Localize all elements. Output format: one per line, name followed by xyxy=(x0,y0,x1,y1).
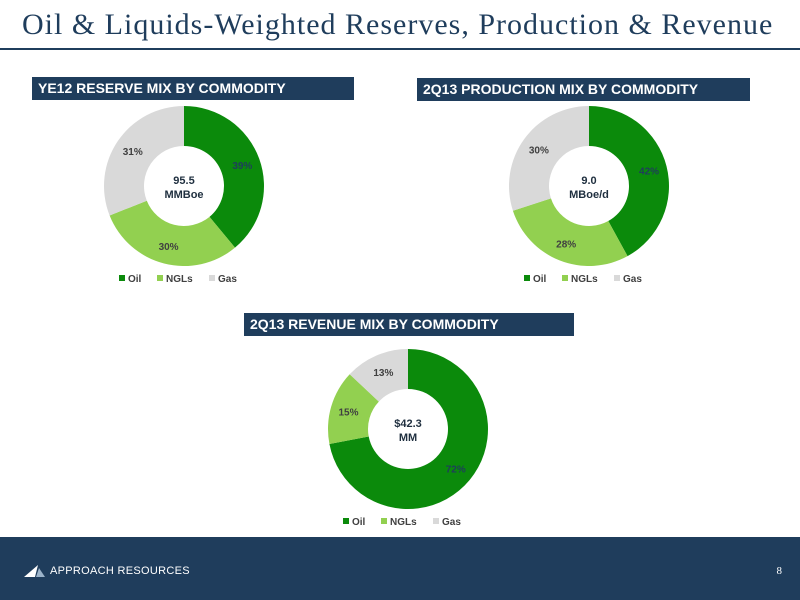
legend-swatch-ngls xyxy=(157,275,163,281)
legend-swatch-gas xyxy=(614,275,620,281)
legend-swatch-gas xyxy=(209,275,215,281)
legend-label-oil: Oil xyxy=(352,517,366,528)
center-label: MBoe/d xyxy=(569,189,609,201)
data-label-ngls: 28% xyxy=(556,240,576,251)
company-name: APPROACH RESOURCES xyxy=(50,565,190,577)
data-label-oil: 72% xyxy=(446,465,466,476)
page-title: Oil & Liquids-Weighted Reserves, Product… xyxy=(22,8,774,41)
legend-swatch-oil xyxy=(343,518,349,524)
reserve-mix-header: YE12 RESERVE MIX BY COMMODITY xyxy=(32,77,354,100)
company-logo-icon xyxy=(24,565,45,577)
legend-label-gas: Gas xyxy=(623,274,642,285)
slice-ngls xyxy=(512,198,628,266)
slice-oil xyxy=(184,106,264,248)
data-label-oil: 42% xyxy=(639,167,659,178)
legend-label-ngls: NGLs xyxy=(571,274,598,285)
legend-label-ngls: NGLs xyxy=(390,517,417,528)
slice-gas xyxy=(349,349,408,402)
data-label-gas: 31% xyxy=(123,147,143,158)
center-label: MMBoe xyxy=(164,189,203,201)
legend-label-oil: Oil xyxy=(128,274,142,285)
legend-swatch-ngls xyxy=(381,518,387,524)
center-label: 95.5 xyxy=(173,175,194,187)
page-number: 8 xyxy=(776,565,783,577)
legend-label-ngls: NGLs xyxy=(166,274,193,285)
slice-gas xyxy=(104,106,184,216)
title-rule xyxy=(0,48,800,50)
center-label: 9.0 xyxy=(581,175,596,187)
legend-swatch-gas xyxy=(433,518,439,524)
slice-oil xyxy=(329,349,489,509)
slice-oil xyxy=(589,106,669,257)
legend-swatch-ngls xyxy=(562,275,568,281)
footer-bar: APPROACH RESOURCES 8 xyxy=(0,537,800,600)
revenue-mix-header: 2Q13 REVENUE MIX BY COMMODITY xyxy=(244,313,574,336)
data-label-ngls: 30% xyxy=(159,242,179,253)
production-mix-header: 2Q13 PRODUCTION MIX BY COMMODITY xyxy=(417,78,750,101)
data-label-oil: 39% xyxy=(232,161,252,172)
legend-label-oil: Oil xyxy=(533,274,547,285)
center-label: MM xyxy=(399,432,417,444)
legend-label-gas: Gas xyxy=(442,517,461,528)
data-label-ngls: 15% xyxy=(338,408,358,419)
data-label-gas: 13% xyxy=(373,368,393,379)
slice-gas xyxy=(508,106,589,211)
legend-swatch-oil xyxy=(524,275,530,281)
data-label-gas: 30% xyxy=(529,146,549,157)
center-label: $42.3 xyxy=(394,418,422,430)
legend-swatch-oil xyxy=(119,275,125,281)
slice-ngls xyxy=(109,200,235,266)
legend-label-gas: Gas xyxy=(218,274,237,285)
slice-ngls xyxy=(328,374,379,444)
